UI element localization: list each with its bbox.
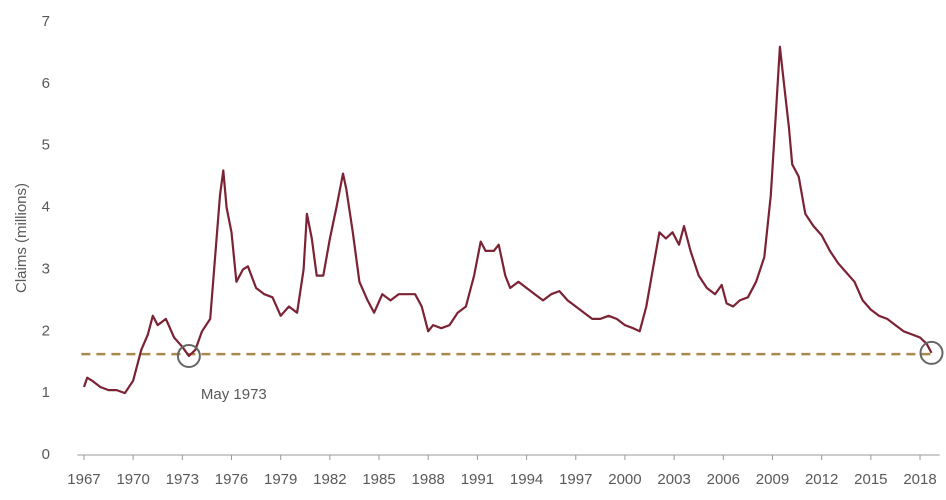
x-tick-label: 2018 [903,471,936,488]
x-tick-label: 1982 [313,471,346,488]
y-tick-label: 7 [42,13,50,30]
x-tick-label: 1967 [67,471,100,488]
y-tick-label: 1 [42,384,50,401]
data-line [82,45,933,395]
x-tick-label: 1976 [215,471,248,488]
x-tick-label: 1973 [166,471,199,488]
x-tick-label: 1979 [264,471,297,488]
y-tick-label: 5 [42,137,50,154]
y-tick-label: 3 [42,260,50,277]
x-tick-label: 1991 [461,471,494,488]
x-tick-label: 2009 [756,471,789,488]
y-axis-label: Claims (millions) [13,183,30,293]
y-tick-label: 2 [42,322,50,339]
y-tick-label: 6 [42,75,50,92]
x-tick-label: 2006 [707,471,740,488]
x-tick-label: 1997 [559,471,592,488]
y-tick-label: 4 [42,199,50,216]
x-tick-label: 1988 [412,471,445,488]
x-tick-label: 2015 [854,471,887,488]
y-tick-label: 0 [42,446,50,463]
x-tick-label: 2003 [657,471,690,488]
x-tick-label: 2012 [805,471,838,488]
x-tick-label: 1970 [116,471,149,488]
x-tick-label: 1985 [362,471,395,488]
highlight-circle [176,344,201,369]
x-tick-label: 2000 [608,471,641,488]
annotation: May 1973 [201,386,267,403]
x-tick-label: 1994 [510,471,543,488]
highlight-circle [919,340,944,365]
